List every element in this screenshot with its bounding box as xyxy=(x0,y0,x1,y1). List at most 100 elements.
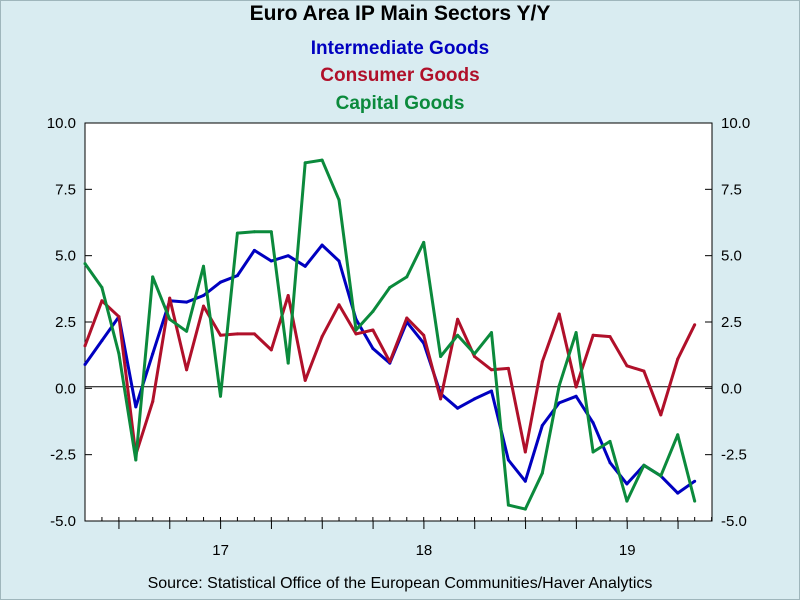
data-point xyxy=(506,503,510,507)
data-point xyxy=(134,405,138,409)
data-point xyxy=(219,394,222,398)
data-point xyxy=(303,161,307,165)
data-point xyxy=(235,231,239,235)
data-point xyxy=(608,439,612,443)
data-point xyxy=(540,360,544,364)
data-point xyxy=(676,433,680,437)
data-point xyxy=(490,368,493,372)
data-point xyxy=(574,331,578,335)
data-point xyxy=(473,355,476,358)
data-point xyxy=(286,361,290,365)
data-point xyxy=(83,262,87,266)
data-point xyxy=(168,317,172,321)
data-point xyxy=(473,397,476,401)
data-point xyxy=(693,479,697,483)
x-tick-label: 17 xyxy=(212,542,229,559)
chart-title: Euro Area IP Main Sectors Y/Y xyxy=(249,2,551,25)
data-point xyxy=(371,328,375,332)
data-point xyxy=(574,385,578,389)
data-point xyxy=(405,275,409,279)
data-point xyxy=(557,401,561,405)
data-point xyxy=(540,424,544,427)
y-tick-label-left: -2.5 xyxy=(50,447,76,464)
data-point xyxy=(202,264,205,268)
data-point xyxy=(151,400,155,404)
data-point xyxy=(371,347,375,350)
data-point xyxy=(185,300,189,304)
data-point xyxy=(490,331,493,335)
data-point xyxy=(523,450,527,454)
data-point xyxy=(506,366,510,370)
data-point xyxy=(523,507,527,511)
data-point xyxy=(557,312,561,316)
data-point xyxy=(235,332,239,336)
y-tick-label-left: 0.0 xyxy=(55,380,76,397)
data-point xyxy=(591,421,595,425)
data-point xyxy=(490,389,493,393)
data-point xyxy=(269,259,273,263)
data-point xyxy=(117,315,121,319)
data-point xyxy=(100,299,104,303)
data-point xyxy=(591,333,595,337)
data-point xyxy=(591,450,595,454)
data-point xyxy=(151,352,155,356)
data-point xyxy=(523,479,527,483)
data-point xyxy=(354,332,358,336)
data-point xyxy=(625,364,629,368)
data-point xyxy=(83,344,87,348)
data-point xyxy=(320,335,324,339)
data-point xyxy=(506,458,510,462)
data-point xyxy=(134,458,138,462)
data-point xyxy=(185,368,189,372)
data-point xyxy=(83,363,87,366)
x-tick-label: 19 xyxy=(619,542,636,559)
data-point xyxy=(473,352,476,356)
data-point xyxy=(540,471,544,475)
data-point xyxy=(608,335,612,339)
data-point xyxy=(371,309,375,313)
data-point xyxy=(659,474,663,478)
data-point xyxy=(269,230,273,234)
y-tick-label-right: -5.0 xyxy=(721,513,747,530)
data-point xyxy=(456,333,460,337)
data-point xyxy=(303,378,307,382)
data-point xyxy=(252,248,256,252)
data-point xyxy=(642,369,646,373)
x-tick-label: 18 xyxy=(416,542,433,559)
data-point xyxy=(337,303,341,307)
data-point xyxy=(676,491,680,495)
y-tick-label-left: 5.0 xyxy=(55,248,76,265)
data-point xyxy=(676,357,680,361)
data-point xyxy=(202,304,205,308)
y-tick-label-right: 2.5 xyxy=(721,314,742,331)
data-point xyxy=(269,348,273,352)
y-tick-label-right: 5.0 xyxy=(721,248,742,265)
data-point xyxy=(625,499,629,503)
data-point xyxy=(286,254,290,258)
data-point xyxy=(337,198,341,202)
data-point xyxy=(422,333,426,337)
y-tick-label-right: -2.5 xyxy=(721,447,747,464)
data-point xyxy=(219,333,222,337)
data-point xyxy=(151,275,155,279)
y-tick-label-left: 2.5 xyxy=(55,314,76,331)
data-point xyxy=(354,328,358,332)
data-point xyxy=(117,352,121,356)
data-point xyxy=(219,280,222,284)
data-point xyxy=(168,296,172,300)
data-point xyxy=(574,394,578,398)
data-point xyxy=(625,482,629,486)
y-tick-label-left: 10.0 xyxy=(47,115,76,132)
data-point xyxy=(439,397,443,401)
data-point xyxy=(422,240,426,244)
plot-area xyxy=(84,122,713,522)
data-point xyxy=(456,317,460,321)
legend-capital-goods: Capital Goods xyxy=(335,93,465,114)
y-tick-label-right: 0.0 xyxy=(721,380,742,397)
data-point xyxy=(405,316,409,320)
legend-consumer-goods: Consumer Goods xyxy=(320,65,480,86)
y-tick-label-left: -5.0 xyxy=(50,513,76,530)
legend-intermediate-goods: Intermediate Goods xyxy=(310,38,490,59)
y-tick-label-right: 10.0 xyxy=(721,115,750,132)
